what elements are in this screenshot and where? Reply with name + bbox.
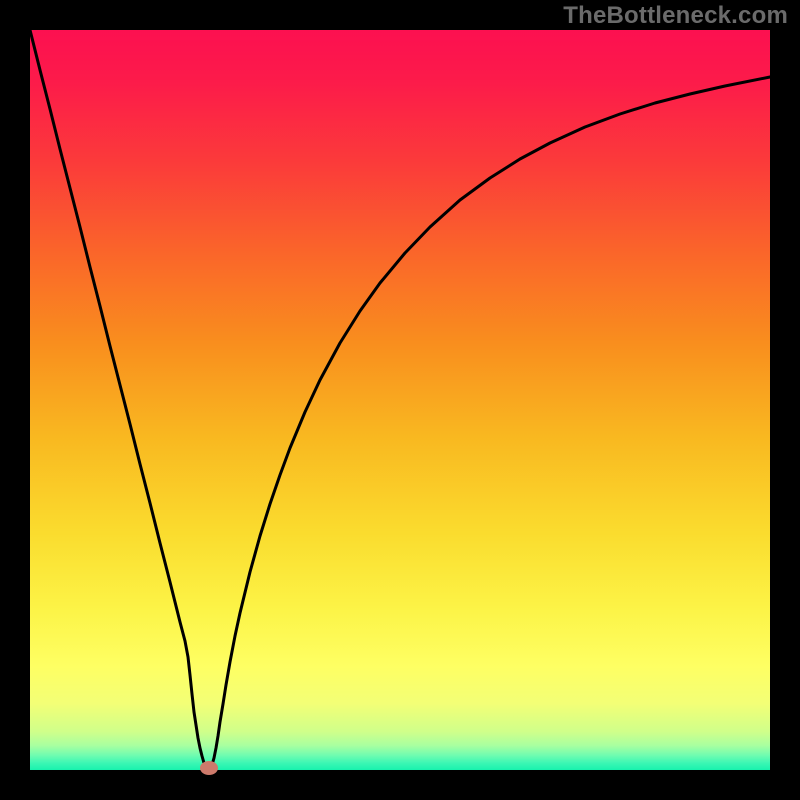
bottleneck-chart	[0, 0, 800, 800]
source-watermark: TheBottleneck.com	[563, 2, 788, 30]
optimal-point-marker	[200, 761, 218, 775]
chart-frame: TheBottleneck.com	[0, 0, 800, 800]
plot-background	[30, 30, 770, 770]
